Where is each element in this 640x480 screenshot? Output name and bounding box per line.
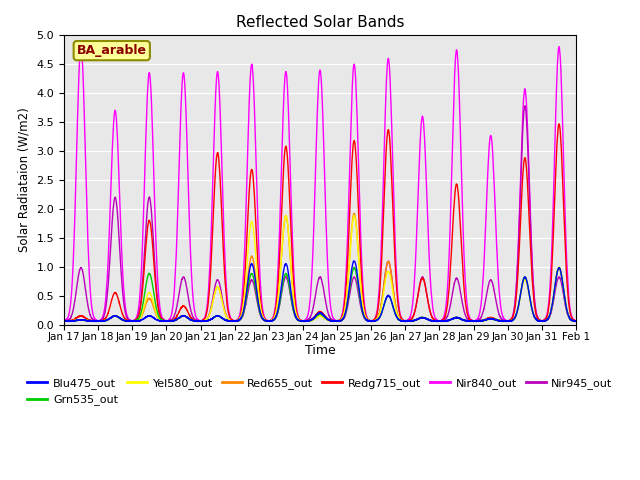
Grn535_out	[350, 264, 358, 270]
Redg715_out	[504, 319, 511, 324]
Redg715_out	[60, 318, 68, 324]
Redg715_out	[572, 318, 580, 324]
Nir945_out	[521, 103, 529, 109]
Blu475_out	[301, 318, 308, 324]
Grn535_out	[499, 319, 507, 324]
Nir945_out	[464, 316, 472, 322]
Nir945_out	[301, 318, 308, 324]
Yel580_out	[435, 318, 442, 324]
Line: Yel580_out: Yel580_out	[64, 216, 576, 322]
Yel580_out	[60, 318, 68, 324]
Redg715_out	[463, 311, 471, 317]
Red655_out	[129, 319, 136, 324]
Nir840_out	[406, 314, 414, 320]
Y-axis label: Solar Radiataion (W/m2): Solar Radiataion (W/m2)	[18, 108, 31, 252]
Red655_out	[572, 318, 579, 324]
Redg715_out	[406, 317, 414, 323]
Blu475_out	[152, 317, 160, 323]
Blu475_out	[572, 318, 580, 324]
Grn535_out	[435, 318, 442, 324]
Nir840_out	[572, 318, 579, 324]
Grn535_out	[406, 318, 414, 324]
Grn535_out	[301, 318, 308, 324]
Nir840_out	[572, 318, 580, 324]
Yel580_out	[301, 318, 308, 324]
Yel580_out	[194, 319, 202, 324]
Nir840_out	[152, 240, 160, 245]
Yel580_out	[152, 309, 160, 315]
Nir840_out	[464, 306, 472, 312]
Red655_out	[572, 318, 580, 324]
Red655_out	[301, 318, 308, 324]
Red655_out	[351, 211, 358, 216]
Nir840_out	[555, 44, 563, 49]
Red655_out	[406, 318, 414, 324]
Redg715_out	[572, 318, 579, 324]
Redg715_out	[435, 318, 442, 324]
Blu475_out	[464, 319, 472, 324]
Grn535_out	[60, 318, 68, 324]
Red655_out	[464, 318, 472, 324]
Grn535_out	[572, 318, 579, 324]
Yel580_out	[406, 318, 414, 324]
Grn535_out	[152, 303, 160, 309]
Nir840_out	[435, 318, 442, 324]
Redg715_out	[152, 286, 160, 292]
X-axis label: Time: Time	[305, 344, 335, 357]
Red655_out	[60, 318, 68, 324]
Legend: Blu475_out, Grn535_out, Yel580_out, Red655_out, Redg715_out, Nir840_out, Nir945_: Blu475_out, Grn535_out, Yel580_out, Red6…	[23, 373, 617, 410]
Line: Red655_out: Red655_out	[64, 214, 576, 322]
Blu475_out	[60, 318, 68, 324]
Line: Nir840_out: Nir840_out	[64, 47, 576, 321]
Blu475_out	[91, 319, 99, 324]
Yel580_out	[351, 213, 358, 218]
Nir945_out	[572, 318, 579, 324]
Blu475_out	[435, 318, 442, 324]
Redg715_out	[301, 318, 308, 324]
Nir840_out	[60, 318, 68, 324]
Yel580_out	[464, 318, 472, 324]
Yel580_out	[572, 318, 579, 324]
Red655_out	[435, 318, 442, 324]
Blu475_out	[350, 258, 358, 264]
Nir945_out	[435, 318, 442, 324]
Nir945_out	[152, 279, 160, 285]
Title: Reflected Solar Bands: Reflected Solar Bands	[236, 15, 404, 30]
Nir945_out	[406, 317, 414, 323]
Line: Blu475_out: Blu475_out	[64, 261, 576, 322]
Text: BA_arable: BA_arable	[77, 44, 147, 57]
Nir945_out	[401, 319, 408, 324]
Red655_out	[152, 311, 160, 317]
Yel580_out	[572, 318, 580, 324]
Nir945_out	[60, 318, 68, 324]
Redg715_out	[556, 121, 563, 127]
Nir945_out	[572, 318, 580, 324]
Grn535_out	[464, 318, 472, 324]
Nir840_out	[301, 318, 308, 324]
Line: Nir945_out: Nir945_out	[64, 106, 576, 322]
Line: Grn535_out: Grn535_out	[64, 267, 576, 322]
Blu475_out	[406, 318, 414, 324]
Line: Redg715_out: Redg715_out	[64, 124, 576, 322]
Nir840_out	[163, 318, 171, 324]
Grn535_out	[572, 318, 580, 324]
Blu475_out	[572, 318, 579, 324]
